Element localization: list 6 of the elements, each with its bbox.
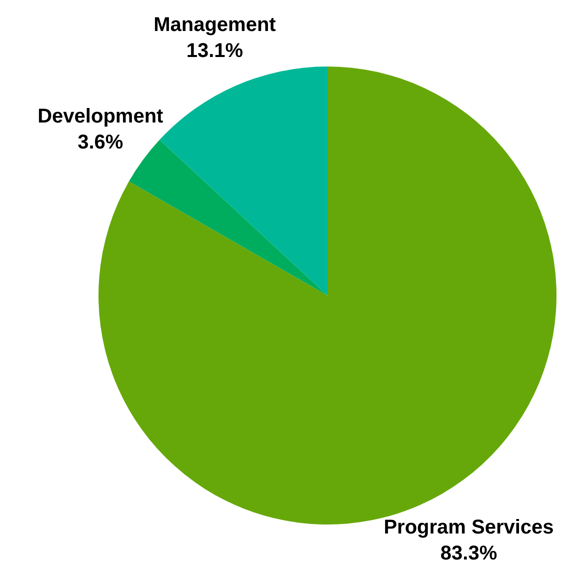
slice-label: Management	[154, 14, 276, 36]
slice-label: Development	[38, 105, 164, 128]
slice-label: Program Services	[384, 516, 554, 539]
data-label: 83.3%	[440, 542, 498, 565]
data-label: 3.6%	[78, 131, 124, 154]
data-label: 13.1%	[186, 40, 244, 62]
